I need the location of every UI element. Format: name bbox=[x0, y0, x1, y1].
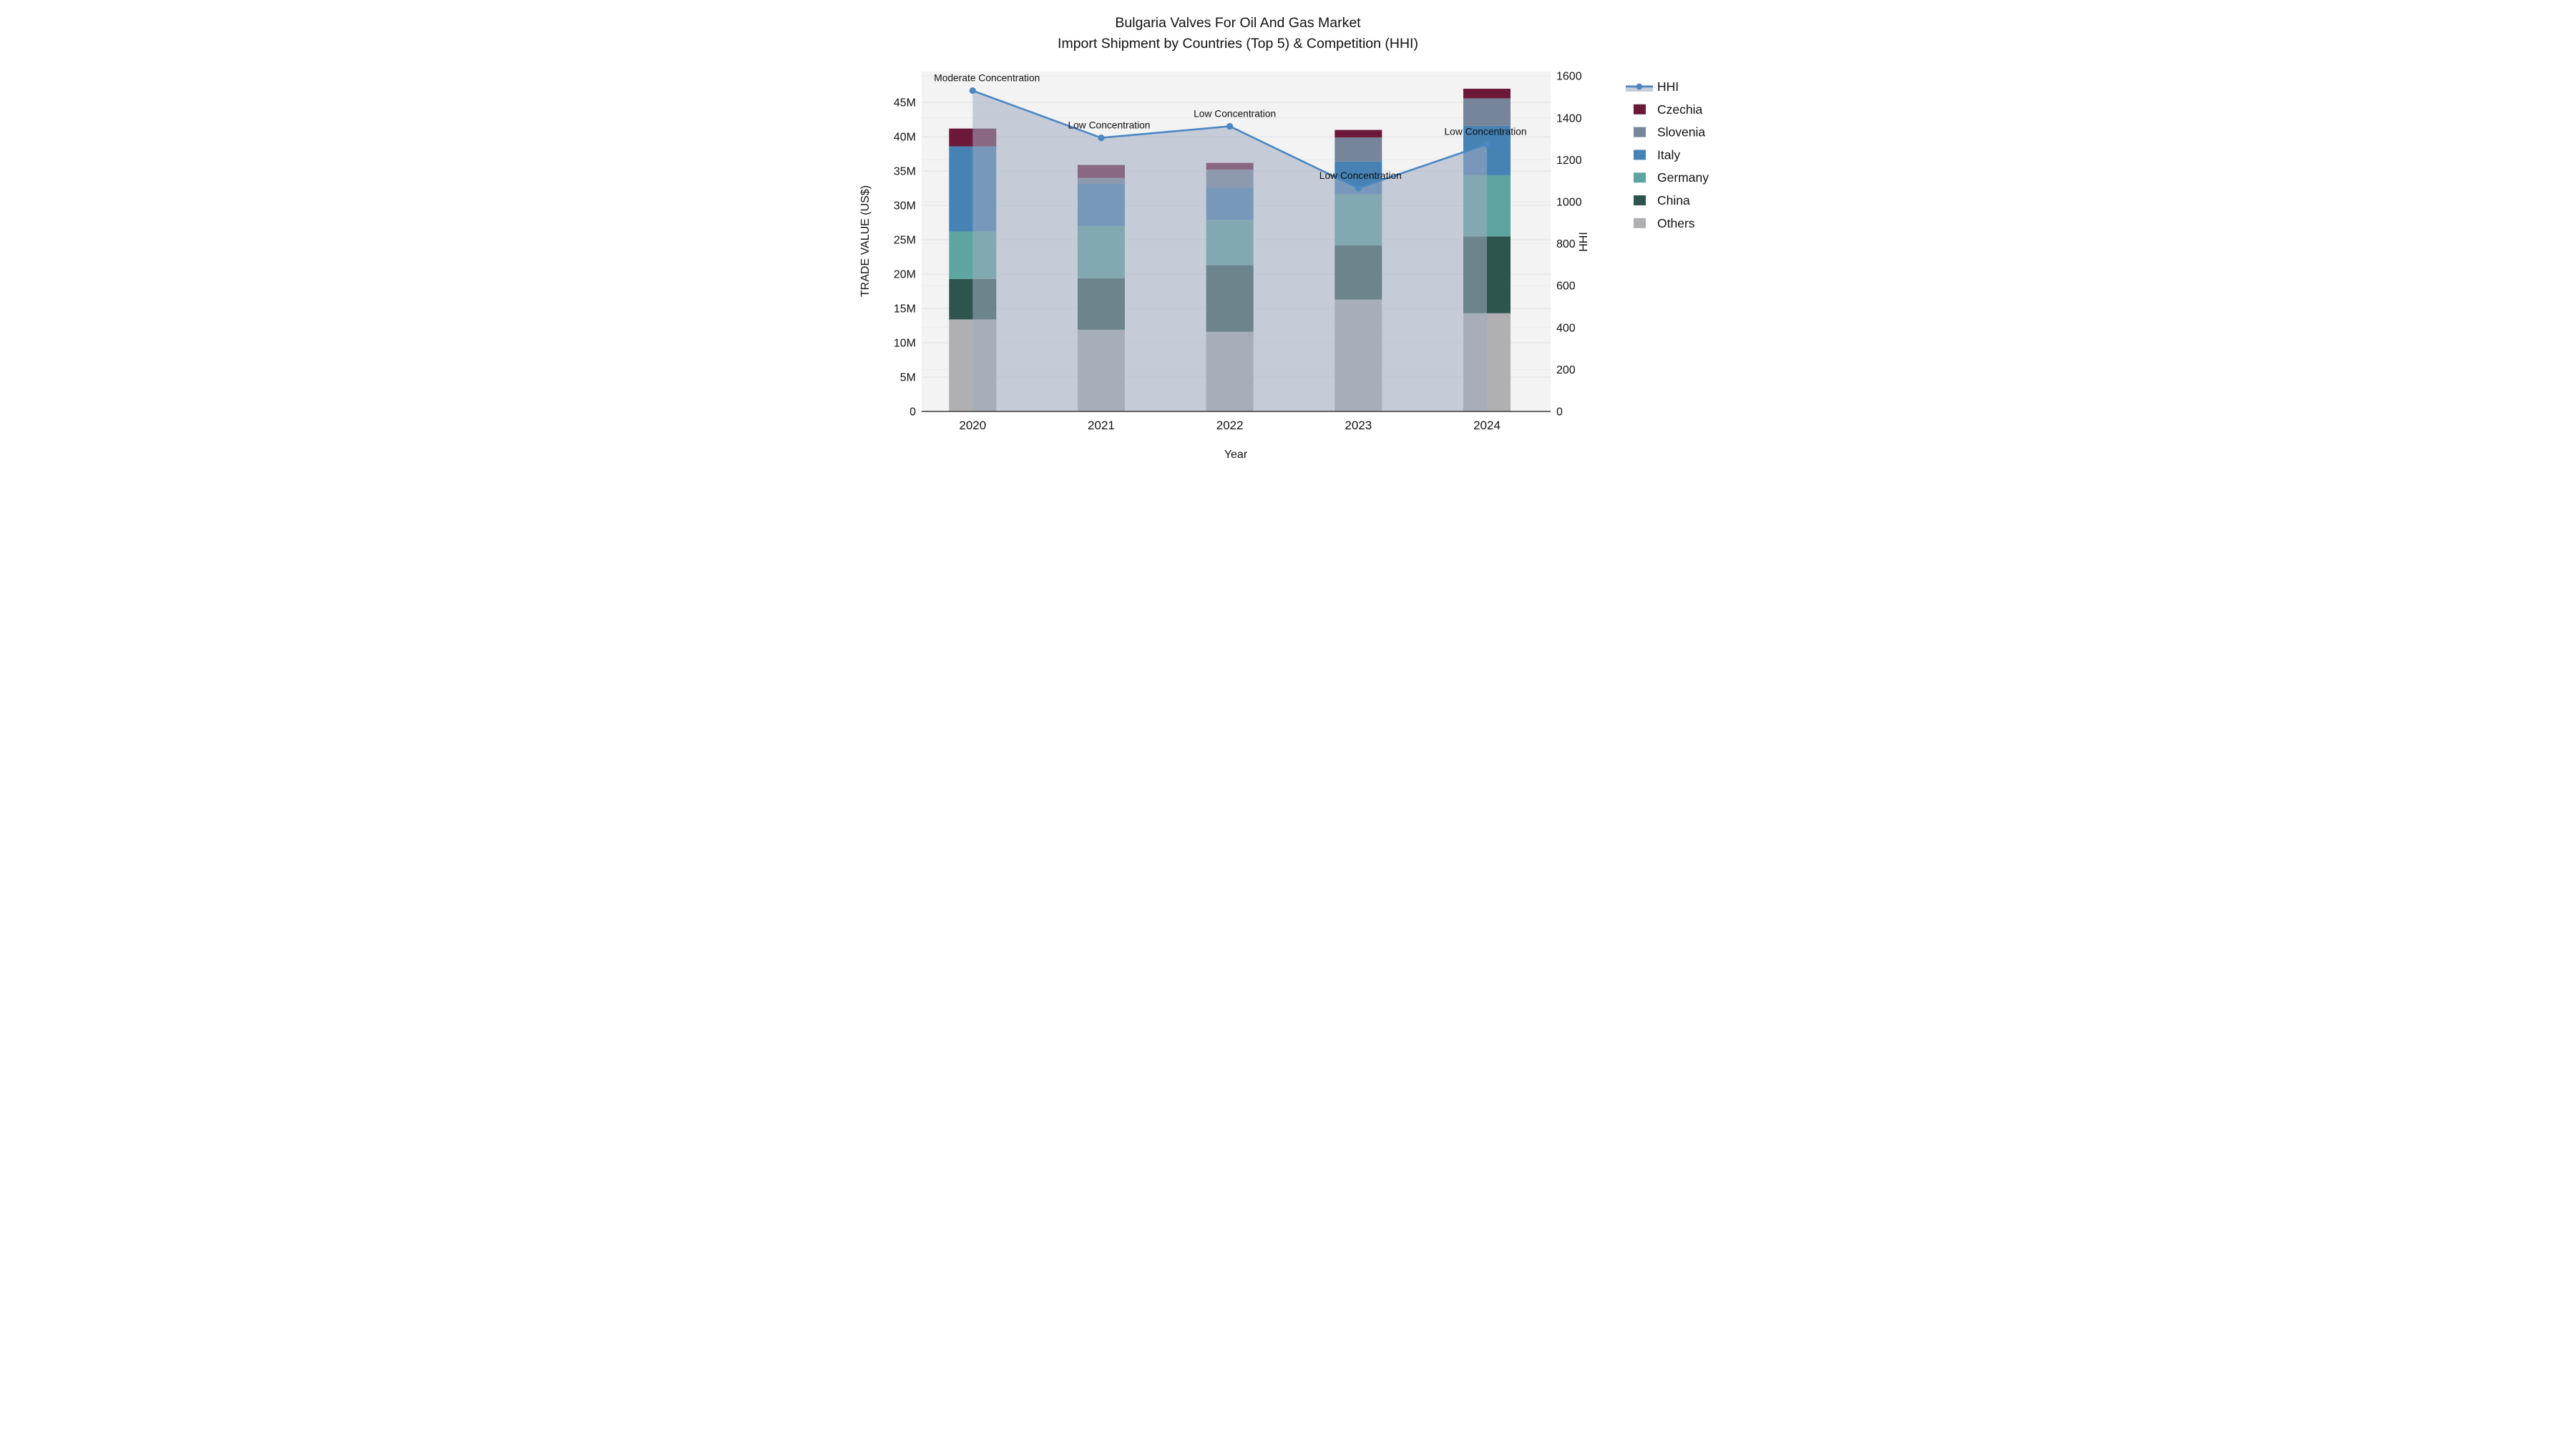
legend-label-italy: Italy bbox=[1657, 147, 1680, 162]
hhi-point-2024[interactable] bbox=[1483, 140, 1491, 147]
hhi-area-fill bbox=[972, 90, 1487, 411]
legend-item-germany[interactable]: Germany bbox=[1634, 170, 1709, 185]
hhi-area-polygon bbox=[972, 90, 1487, 411]
combo-chart: Bulgaria Valves For Oil And Gas Market I… bbox=[859, 15, 1709, 461]
hhi-point-2022[interactable] bbox=[1226, 122, 1234, 130]
legend-label-slovenia: Slovenia bbox=[1657, 125, 1705, 140]
x-tick-2023: 2023 bbox=[1345, 419, 1372, 432]
left-tick-10M: 10M bbox=[894, 338, 916, 350]
annotation-2024: Low Concentration bbox=[1444, 126, 1526, 137]
x-tick-2024: 2024 bbox=[1473, 419, 1501, 432]
right-tick-1000: 1000 bbox=[1556, 196, 1582, 208]
legend-swatch-germany bbox=[1634, 172, 1646, 183]
hhi-annotations: Moderate Concentration Low Concentration L… bbox=[934, 73, 1526, 181]
hhi-line bbox=[969, 87, 1491, 192]
x-tick-2020: 2020 bbox=[959, 419, 986, 432]
legend-label-germany: Germany bbox=[1657, 170, 1709, 185]
legend-item-others[interactable]: Others bbox=[1634, 216, 1695, 230]
left-tick-30M: 30M bbox=[894, 200, 916, 213]
x-axis-title: Year bbox=[1224, 449, 1248, 461]
bar-segment-slovenia-2024[interactable] bbox=[1463, 98, 1511, 126]
legend-item-italy[interactable]: Italy bbox=[1634, 147, 1680, 162]
bar-segment-slovenia-2023[interactable] bbox=[1335, 137, 1382, 162]
right-tick-1600: 1600 bbox=[1556, 71, 1582, 83]
legend-swatch-slovenia bbox=[1634, 127, 1646, 137]
legend-swatch-czechia bbox=[1634, 104, 1646, 114]
chart-page: Bulgaria Valves For Oil And Gas Market I… bbox=[859, 0, 1717, 483]
y-axis-title-left: TRADE VALUE (US$) bbox=[859, 185, 872, 297]
legend-item-czechia[interactable]: Czechia bbox=[1634, 102, 1702, 117]
legend-swatch-italy bbox=[1634, 150, 1646, 160]
left-tick-0: 0 bbox=[909, 406, 916, 419]
y-axis-title-right: HHI bbox=[1578, 232, 1590, 252]
right-tick-1400: 1400 bbox=[1556, 112, 1582, 125]
right-tick-800: 800 bbox=[1556, 238, 1576, 250]
left-tick-35M: 35M bbox=[894, 166, 916, 178]
axis-tick-labels: 0 5M 10M 15M 20M 25M 30M 35M 40M 45M 0 200 400 600 800… bbox=[894, 71, 1582, 432]
legend-swatch-china bbox=[1634, 195, 1646, 205]
right-tick-200: 200 bbox=[1556, 364, 1576, 376]
right-tick-0: 0 bbox=[1556, 406, 1563, 419]
x-tick-2022: 2022 bbox=[1216, 419, 1244, 432]
annotation-2022: Low Concentration bbox=[1194, 108, 1276, 119]
bar-segment-czechia-2023[interactable] bbox=[1335, 130, 1382, 138]
left-tick-25M: 25M bbox=[894, 235, 916, 247]
legend-label-china: China bbox=[1657, 193, 1690, 208]
right-tick-400: 400 bbox=[1556, 322, 1576, 334]
chart-title-line-1: Bulgaria Valves For Oil And Gas Market bbox=[1115, 15, 1361, 31]
left-tick-20M: 20M bbox=[894, 269, 916, 281]
left-tick-45M: 45M bbox=[894, 97, 916, 109]
x-tick-2021: 2021 bbox=[1088, 419, 1115, 432]
left-tick-5M: 5M bbox=[900, 372, 916, 384]
annotation-2023: Low Concentration bbox=[1319, 170, 1402, 181]
left-tick-40M: 40M bbox=[894, 132, 916, 144]
hhi-point-2021[interactable] bbox=[1098, 134, 1105, 142]
legend-label-hhi: HHI bbox=[1657, 79, 1679, 94]
legend-item-china[interactable]: China bbox=[1634, 193, 1690, 208]
legend-swatch-others bbox=[1634, 218, 1646, 228]
annotation-2021: Low Concentration bbox=[1068, 120, 1150, 131]
legend-item-hhi[interactable]: HHI bbox=[1626, 79, 1679, 94]
left-tick-15M: 15M bbox=[894, 303, 916, 316]
legend-item-slovenia[interactable]: Slovenia bbox=[1634, 125, 1705, 140]
legend-hhi-marker-icon bbox=[1636, 83, 1643, 90]
legend-label-czechia: Czechia bbox=[1657, 102, 1702, 117]
annotation-2020: Moderate Concentration bbox=[934, 73, 1040, 84]
right-tick-1200: 1200 bbox=[1556, 155, 1582, 167]
hhi-point-2023[interactable] bbox=[1355, 185, 1362, 192]
right-tick-600: 600 bbox=[1556, 280, 1576, 293]
chart-title-line-2: Import Shipment by Countries (Top 5) & C… bbox=[1058, 36, 1418, 52]
legend: HHI Czechia Slovenia Italy Germany China Other… bbox=[1626, 79, 1709, 230]
hhi-point-2020[interactable] bbox=[969, 87, 976, 94]
bar-segment-czechia-2024[interactable] bbox=[1463, 88, 1511, 99]
legend-label-others: Others bbox=[1657, 216, 1695, 230]
